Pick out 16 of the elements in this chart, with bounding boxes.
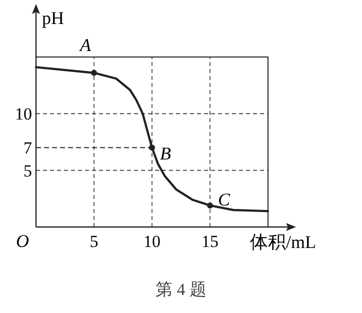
- x-tick-label: 15: [202, 232, 218, 251]
- point: [91, 70, 97, 76]
- annotation: C: [218, 189, 231, 210]
- x-axis-title: 体积/mL: [250, 232, 316, 252]
- y-tick-label: 7: [24, 138, 32, 158]
- y-tick-label: 10: [15, 104, 32, 124]
- x-tick-label: 5: [90, 232, 98, 251]
- y-tick-label: 5: [24, 161, 32, 180]
- annotation: A: [79, 34, 92, 55]
- text: O: [16, 231, 29, 251]
- x-tick-label: 10: [144, 232, 160, 251]
- y-axis-title: pH: [42, 8, 64, 28]
- annotation: B: [160, 144, 171, 164]
- point: [207, 202, 213, 208]
- point: [149, 144, 155, 151]
- text: 第 4 题: [156, 280, 206, 299]
